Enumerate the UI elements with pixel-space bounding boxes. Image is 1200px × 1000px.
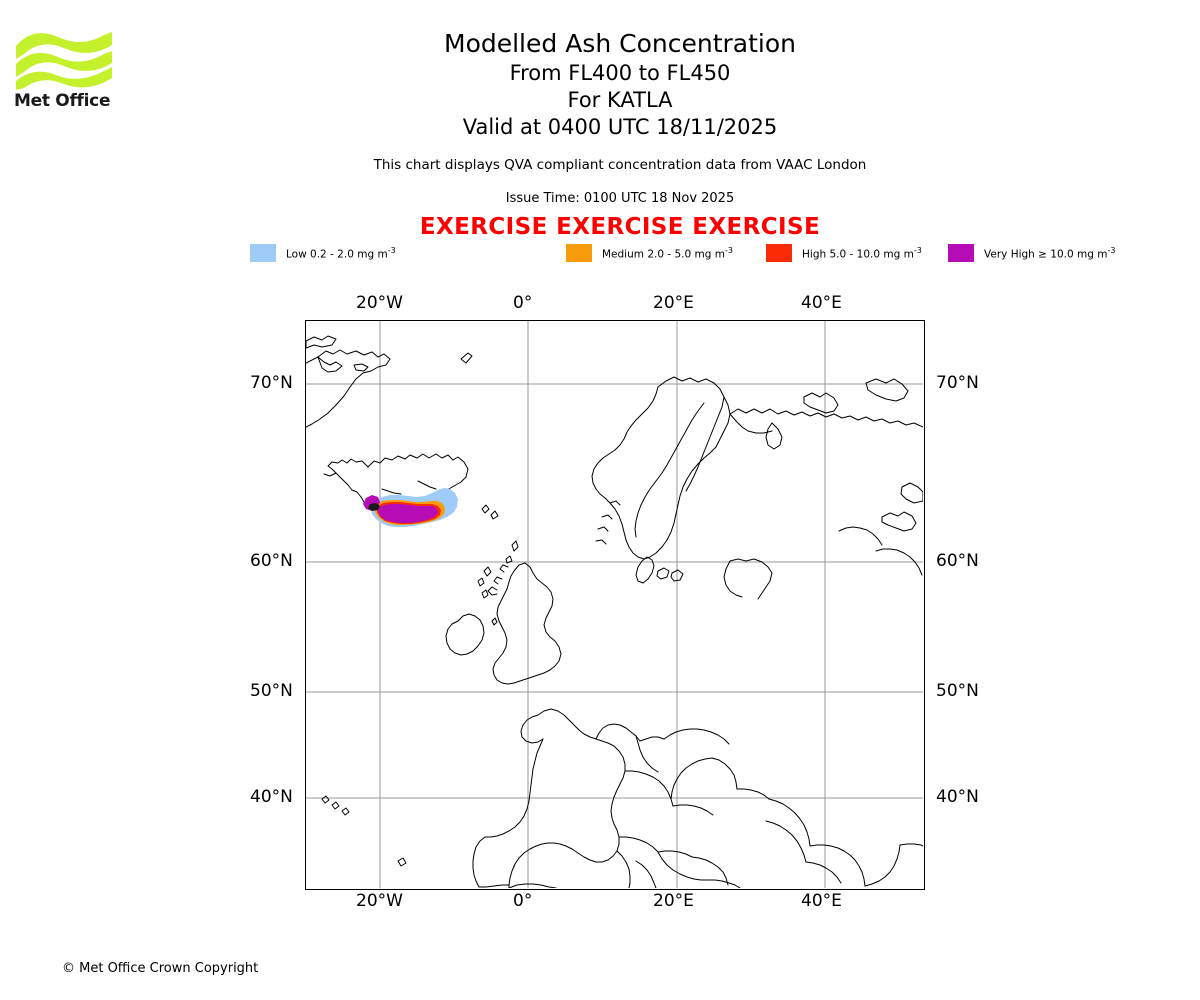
- legend-label-very-high-text: Very High ≥ 10.0 mg m: [984, 248, 1108, 260]
- legend-label-very-high: Very High ≥ 10.0 mg m-3: [984, 245, 1116, 260]
- legend-label-high-exponent: -3: [913, 245, 922, 255]
- legend-item-very-high: Very High ≥ 10.0 mg m-3: [948, 243, 1115, 263]
- legend-label-low-exponent: -3: [387, 245, 396, 255]
- concentration-legend: Low 0.2 - 2.0 mg m-3 Medium 2.0 - 5.0 mg…: [250, 243, 1115, 263]
- plume-source-dark-core: [368, 503, 380, 511]
- lat-label-left-40n: 40°N: [250, 787, 293, 807]
- legend-item-high: High 5.0 - 10.0 mg m-3: [766, 243, 922, 263]
- qva-note: This chart displays QVA compliant concen…: [373, 157, 867, 173]
- legend-swatch-very-high: [948, 244, 974, 262]
- legend-label-low: Low 0.2 - 2.0 mg m-3: [286, 245, 396, 260]
- ash-plume: [363, 488, 458, 527]
- valid-time: Valid at 0400 UTC 18/11/2025: [462, 115, 778, 139]
- lat-label-right-70n: 70°N: [936, 373, 979, 393]
- lat-label-left-70n: 70°N: [250, 373, 293, 393]
- met-office-wave-mark: [16, 32, 112, 90]
- legend-swatch-high: [766, 244, 792, 262]
- title-block: Modelled Ash Concentration From FL400 to…: [180, 28, 1060, 141]
- lon-label-bottom-20w: 20°W: [356, 891, 403, 911]
- lon-label-bottom-0: 0°: [513, 891, 533, 911]
- copyright-notice: © Met Office Crown Copyright: [62, 961, 259, 976]
- volcano-name: For KATLA: [567, 88, 673, 112]
- ash-concentration-map[interactable]: [305, 320, 925, 890]
- lat-label-right-40n: 40°N: [936, 787, 979, 807]
- page-title: Modelled Ash Concentration: [444, 29, 796, 58]
- issue-time: Issue Time: 0100 UTC 18 Nov 2025: [505, 191, 735, 206]
- plume-contour-very-high: [378, 504, 438, 523]
- lon-label-top-20w: 20°W: [356, 293, 403, 313]
- legend-label-very-high-exponent: -3: [1107, 245, 1116, 255]
- lon-label-bottom-40e: 40°E: [801, 891, 842, 911]
- lon-label-bottom-20e: 20°E: [653, 891, 694, 911]
- legend-label-high: High 5.0 - 10.0 mg m-3: [802, 245, 922, 260]
- lon-label-top-0: 0°: [513, 293, 533, 313]
- legend-swatch-medium: [566, 244, 592, 262]
- lat-label-left-60n: 60°N: [250, 551, 293, 571]
- legend-item-medium: Medium 2.0 - 5.0 mg m-3: [566, 243, 733, 263]
- flight-level-range: From FL400 to FL450: [509, 61, 731, 85]
- legend-item-low: Low 0.2 - 2.0 mg m-3: [250, 243, 396, 263]
- legend-label-medium-text: Medium 2.0 - 5.0 mg m: [602, 248, 725, 260]
- map-gridlines: [306, 321, 923, 888]
- legend-swatch-low: [250, 244, 276, 262]
- exercise-banner: EXERCISE EXERCISE EXERCISE: [419, 214, 821, 240]
- met-office-wordmark: Met Office: [14, 91, 111, 111]
- legend-label-medium-exponent: -3: [724, 245, 733, 255]
- legend-label-medium: Medium 2.0 - 5.0 mg m-3: [602, 245, 733, 260]
- lat-label-right-50n: 50°N: [936, 681, 979, 701]
- lon-label-top-20e: 20°E: [653, 293, 694, 313]
- map-coastlines: [306, 335, 923, 888]
- lon-label-top-40e: 40°E: [801, 293, 842, 313]
- lat-label-left-50n: 50°N: [250, 681, 293, 701]
- met-office-logo: Met Office: [14, 28, 114, 113]
- map-canvas: [306, 321, 923, 888]
- lat-label-right-60n: 60°N: [936, 551, 979, 571]
- legend-label-low-text: Low 0.2 - 2.0 mg m: [286, 248, 388, 260]
- legend-label-high-text: High 5.0 - 10.0 mg m: [802, 248, 914, 260]
